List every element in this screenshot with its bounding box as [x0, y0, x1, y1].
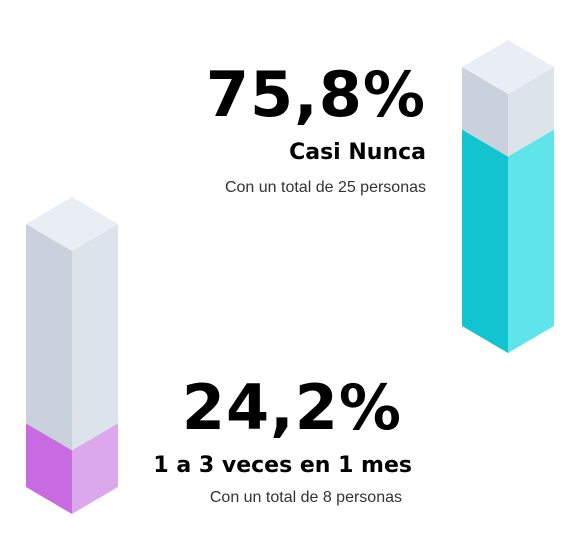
subtitle-casi-nunca: Con un total de 25 personas: [224, 179, 426, 196]
bar-empty-right-face: [72, 224, 118, 451]
bar-fill-right-face: [508, 129, 554, 353]
bar-1-a-3-veces: [26, 197, 118, 514]
bar-top-face: [462, 40, 554, 94]
category-label-1-a-3-veces: 1 a 3 veces en 1 mes: [153, 453, 412, 478]
bar-top-face: [26, 197, 118, 251]
value-label-casi-nunca: 75,8%: [205, 58, 426, 131]
bar-fill-left-face: [26, 423, 72, 514]
bar-empty-left-face: [462, 67, 508, 157]
value-label-1-a-3-veces: 24,2%: [181, 371, 402, 444]
bar-fill-right-face: [72, 423, 118, 514]
subtitle-1-a-3-veces: Con un total de 8 personas: [209, 489, 402, 506]
bar-empty-left-face: [26, 224, 72, 451]
category-label-casi-nunca: Casi Nunca: [289, 140, 426, 165]
bar-empty-right-face: [508, 67, 554, 157]
bar-casi-nunca: [462, 40, 554, 353]
bar-fill-left-face: [462, 129, 508, 353]
